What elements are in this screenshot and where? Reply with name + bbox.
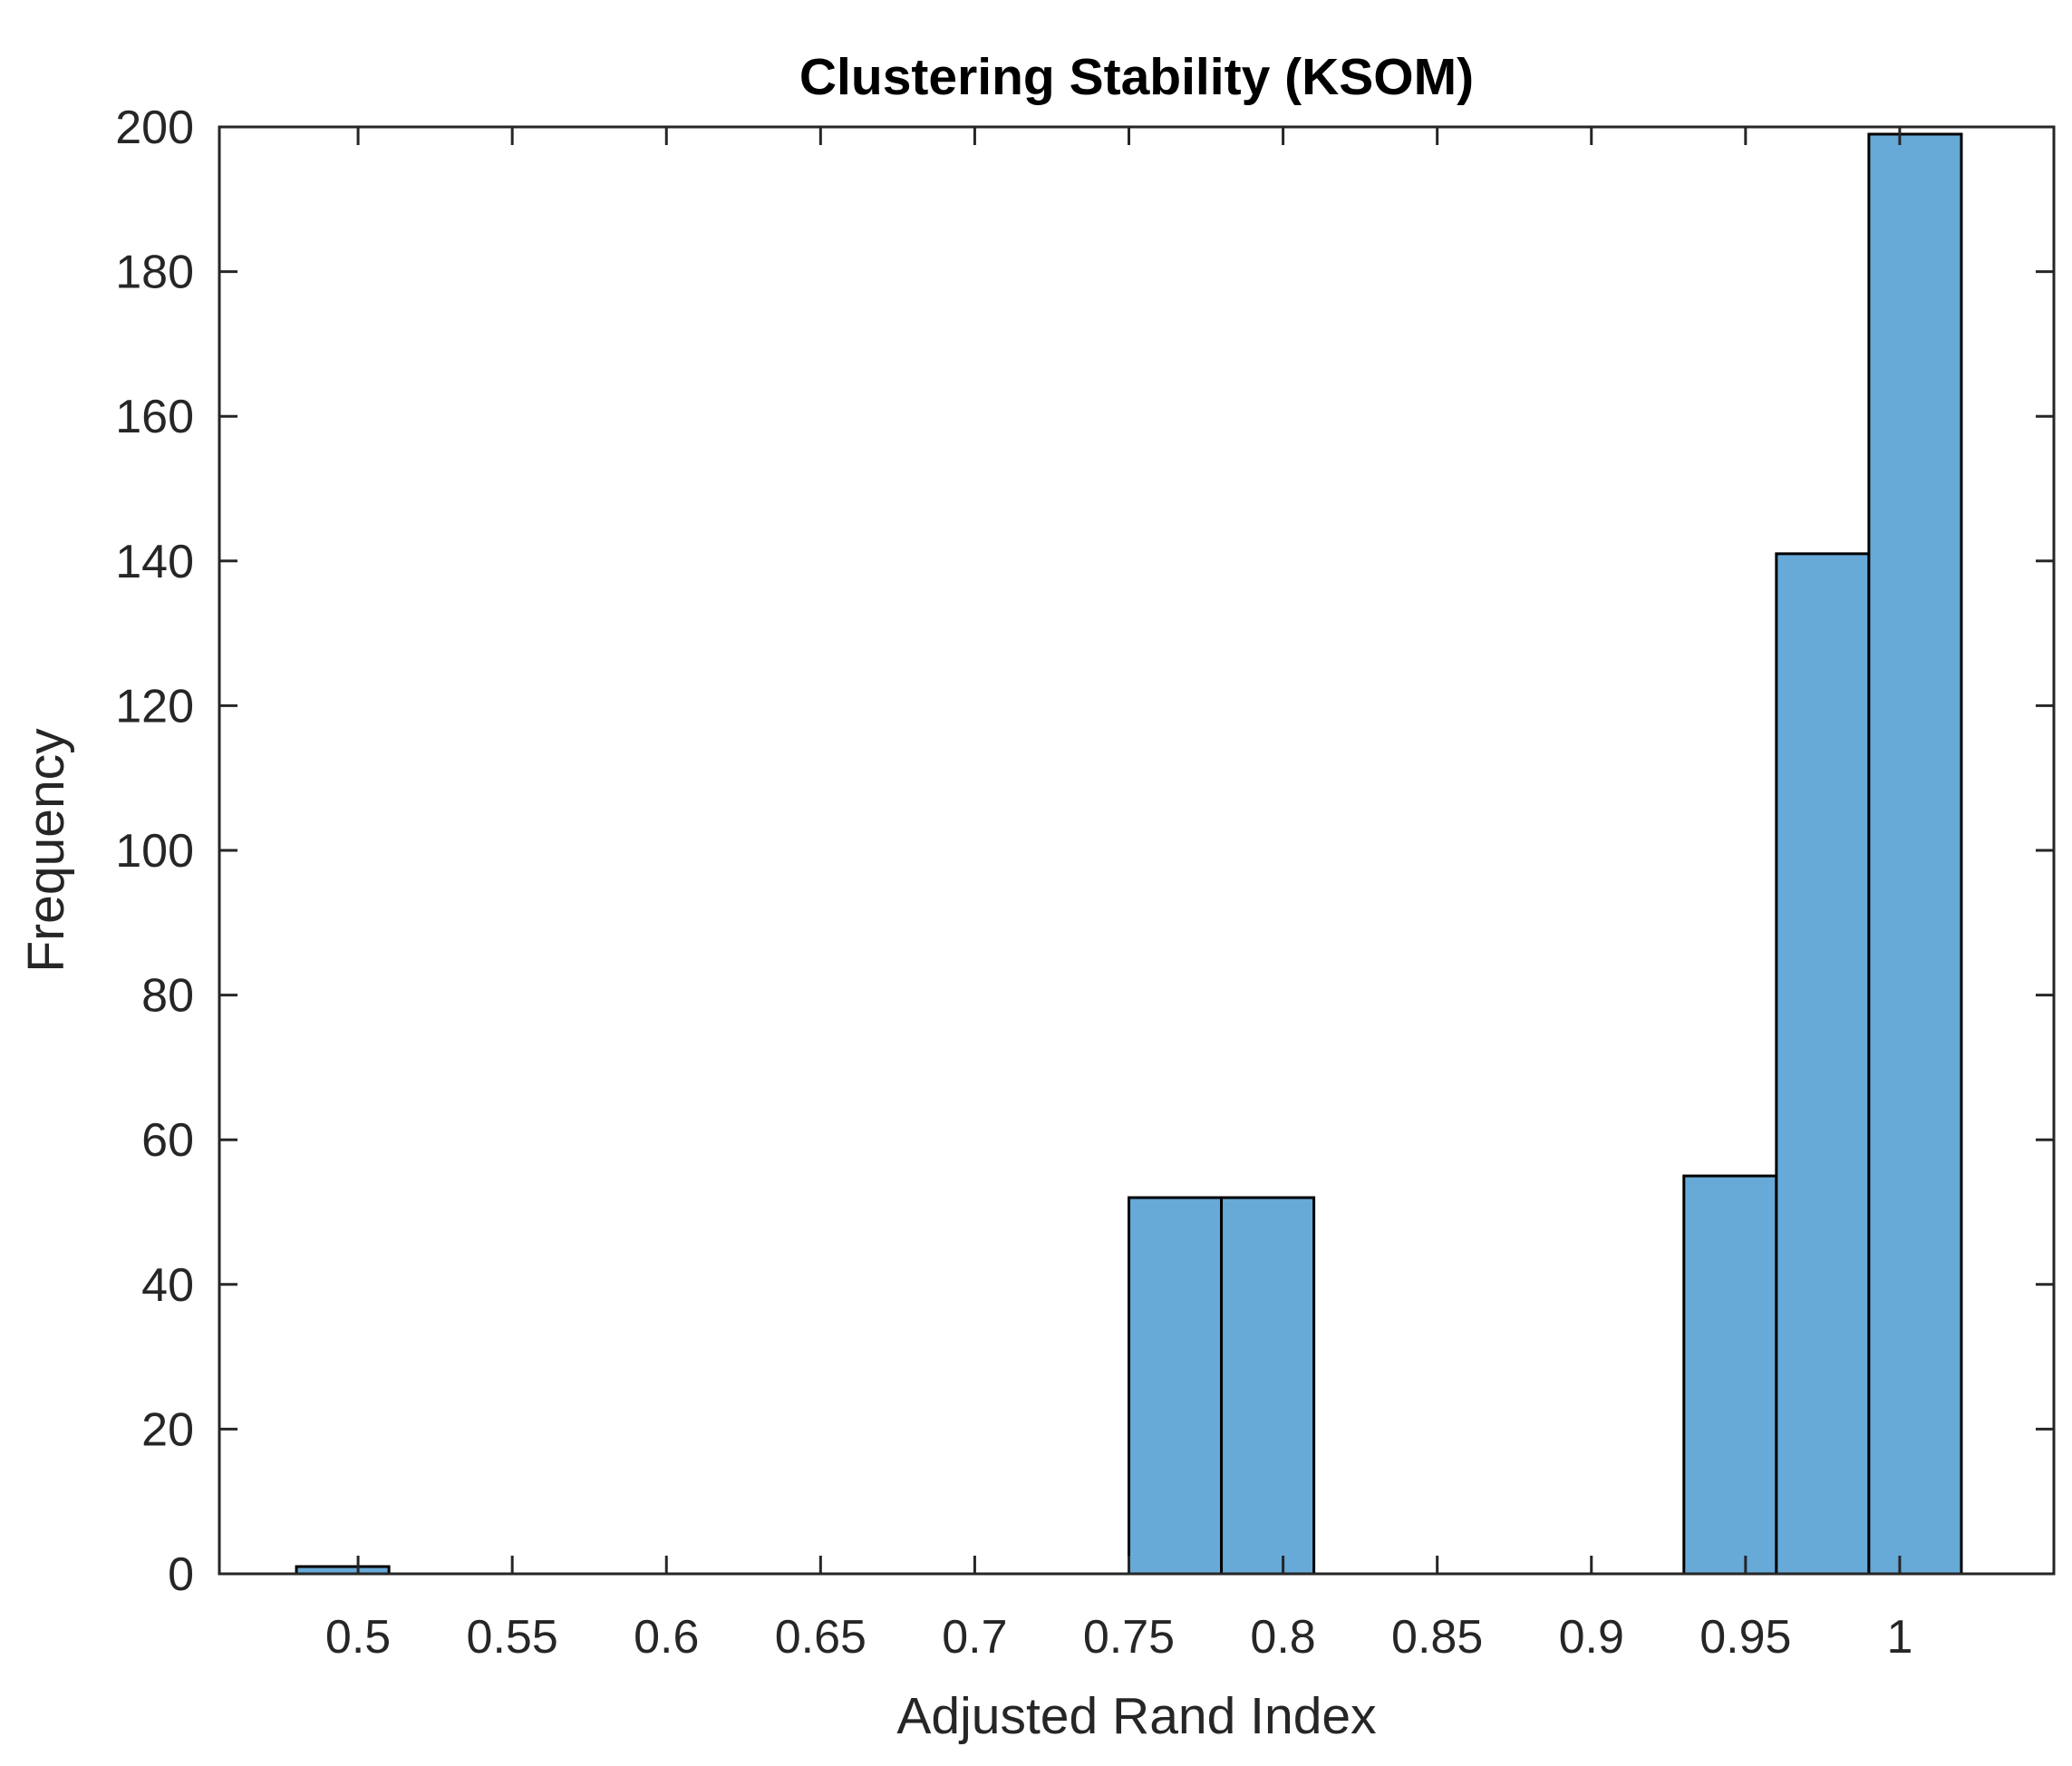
x-tick-label: 0.95: [1699, 1611, 1791, 1664]
x-tick-label: 0.5: [325, 1611, 391, 1664]
histogram-bar: [1127, 1196, 1224, 1576]
x-tick-label: 0.65: [775, 1611, 867, 1664]
y-tick-label: 160: [115, 391, 194, 443]
y-tick-label: 200: [115, 102, 194, 154]
y-tick-label: 140: [115, 536, 194, 588]
bars-group: [295, 132, 1963, 1576]
x-axis-label: Adjusted Rand Index: [896, 1687, 1376, 1745]
x-tick-label: 0.85: [1391, 1611, 1483, 1664]
x-tick-label: 0.7: [942, 1611, 1007, 1664]
y-tick-label: 20: [141, 1403, 194, 1456]
histogram-bar: [1775, 552, 1871, 1576]
x-tick-label: 1: [1886, 1611, 1912, 1664]
histogram-bar: [1220, 1196, 1316, 1576]
histogram-bar: [1682, 1174, 1778, 1576]
x-tick-label: 0.9: [1559, 1611, 1624, 1664]
x-tick-label: 0.8: [1250, 1611, 1315, 1664]
y-tick-label: 0: [168, 1548, 194, 1601]
axes-box: [218, 125, 2056, 1576]
histogram-bar: [1867, 132, 1963, 1576]
x-tick-labels: 0.5 0.55 0.6 0.65 0.7 0.75 0.8 0.85 0.9 0.95 1: [325, 1611, 1912, 1664]
x-tick-label: 0.75: [1083, 1611, 1175, 1664]
y-tick-label: 120: [115, 680, 194, 733]
x-tick-label: 0.6: [634, 1611, 699, 1664]
y-tick-label: 100: [115, 825, 194, 878]
y-tick-label: 80: [141, 970, 194, 1023]
y-axis-label: Frequency: [17, 728, 75, 973]
y-tick-label: 180: [115, 247, 194, 299]
y-tick-label: 60: [141, 1114, 194, 1167]
y-tick-labels: 0 20 40 60 80 100 120 140 160 180 200: [115, 102, 194, 1601]
x-tick-label: 0.55: [467, 1611, 558, 1664]
chart-title: Clustering Stability (KSOM): [799, 48, 1474, 106]
ticks-group: [219, 125, 2054, 1576]
y-tick-label: 40: [141, 1259, 194, 1312]
